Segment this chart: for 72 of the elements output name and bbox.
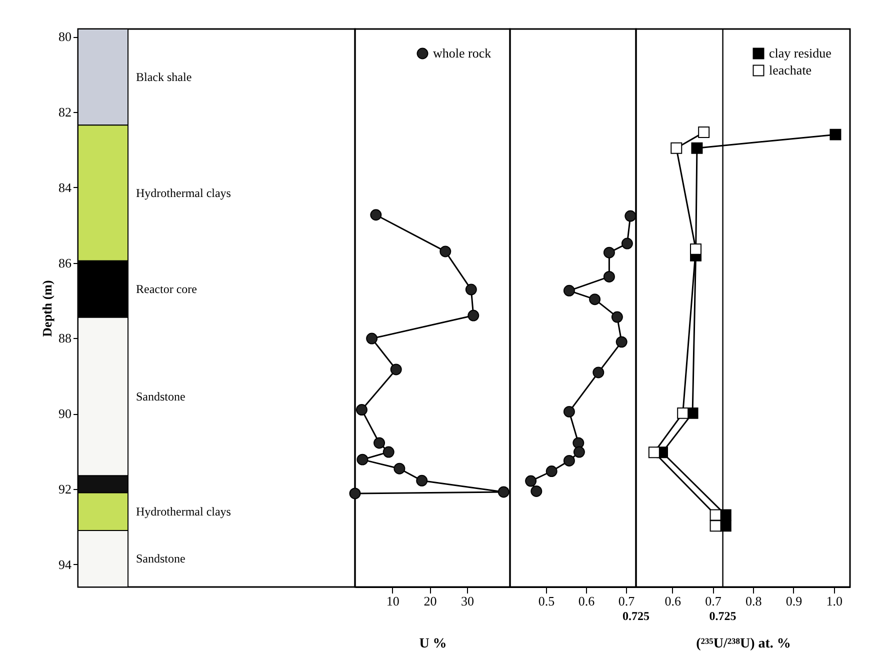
point [498,486,510,498]
x-tick-label: 0.7 [618,594,636,608]
y-tick-label: 82 [58,104,72,120]
point [374,437,386,449]
y-tick-label: 92 [58,481,72,496]
series-label: Hydrothermal clays [136,186,232,200]
legend-label: clay residue [769,46,832,60]
point [592,366,604,378]
y-tick-label: 86 [58,255,72,270]
x-axis-title: (²³⁵U/²³⁸U) at. % [696,636,791,652]
x-axis-title: U % [419,636,447,652]
x-tick-label: 0.5 [538,594,555,608]
point [611,311,623,323]
point [691,142,703,154]
point [698,126,710,138]
x-tick-label: 0.8 [745,594,762,608]
y-tick-label: 88 [58,330,72,346]
x-tick-label: 1.0 [826,594,842,608]
series-label: Black shale [136,70,192,84]
point [356,404,368,416]
ref-line-label: 0.725 [622,609,650,623]
series-label: Hydrothermal clays [136,504,232,519]
point [465,284,477,296]
point [416,474,428,486]
point [572,437,584,449]
point [390,364,402,376]
legend-label: whole rock [433,46,492,60]
point [530,486,542,497]
point [370,209,382,221]
point [563,406,575,418]
point [589,294,601,306]
point [621,238,633,250]
x-tick-label: 0.9 [786,594,802,608]
point [546,466,558,477]
y-tick-label: 94 [58,556,72,572]
point [382,446,394,458]
x-tick-label: 10 [386,594,400,608]
point [573,446,585,458]
point [468,310,480,322]
legend-label: leachate [769,62,812,78]
point [648,446,660,458]
point [563,454,575,466]
point [525,475,537,487]
x-tick-label: 30 [461,594,474,608]
x-tick-label: 0.6 [664,594,682,608]
point [710,509,722,521]
point [830,128,842,140]
point [710,520,722,532]
point [366,332,378,344]
point [690,243,702,255]
point [394,462,406,474]
x-tick-label: 20 [424,594,437,608]
point [356,454,368,466]
point [349,488,361,500]
y-tick-label: 90 [58,406,72,422]
x-tick-label: 0.6 [578,594,596,608]
y-tick-label: 80 [58,29,72,44]
point [677,407,689,419]
point [616,336,628,348]
x-tick-label: 0.7 [705,594,722,608]
ref-line-label: 0.725 [709,609,736,623]
series-label: Sandstone [136,390,186,404]
point [670,142,682,154]
series-label: Reactor core [136,282,197,296]
series-label: Sandstone [136,552,186,566]
y-axis-title: Depth (m) [40,280,54,337]
y-tick-label: 84 [58,180,72,195]
point [603,246,615,258]
point [603,270,615,282]
point [440,246,452,258]
point [563,284,575,296]
point [624,210,636,222]
